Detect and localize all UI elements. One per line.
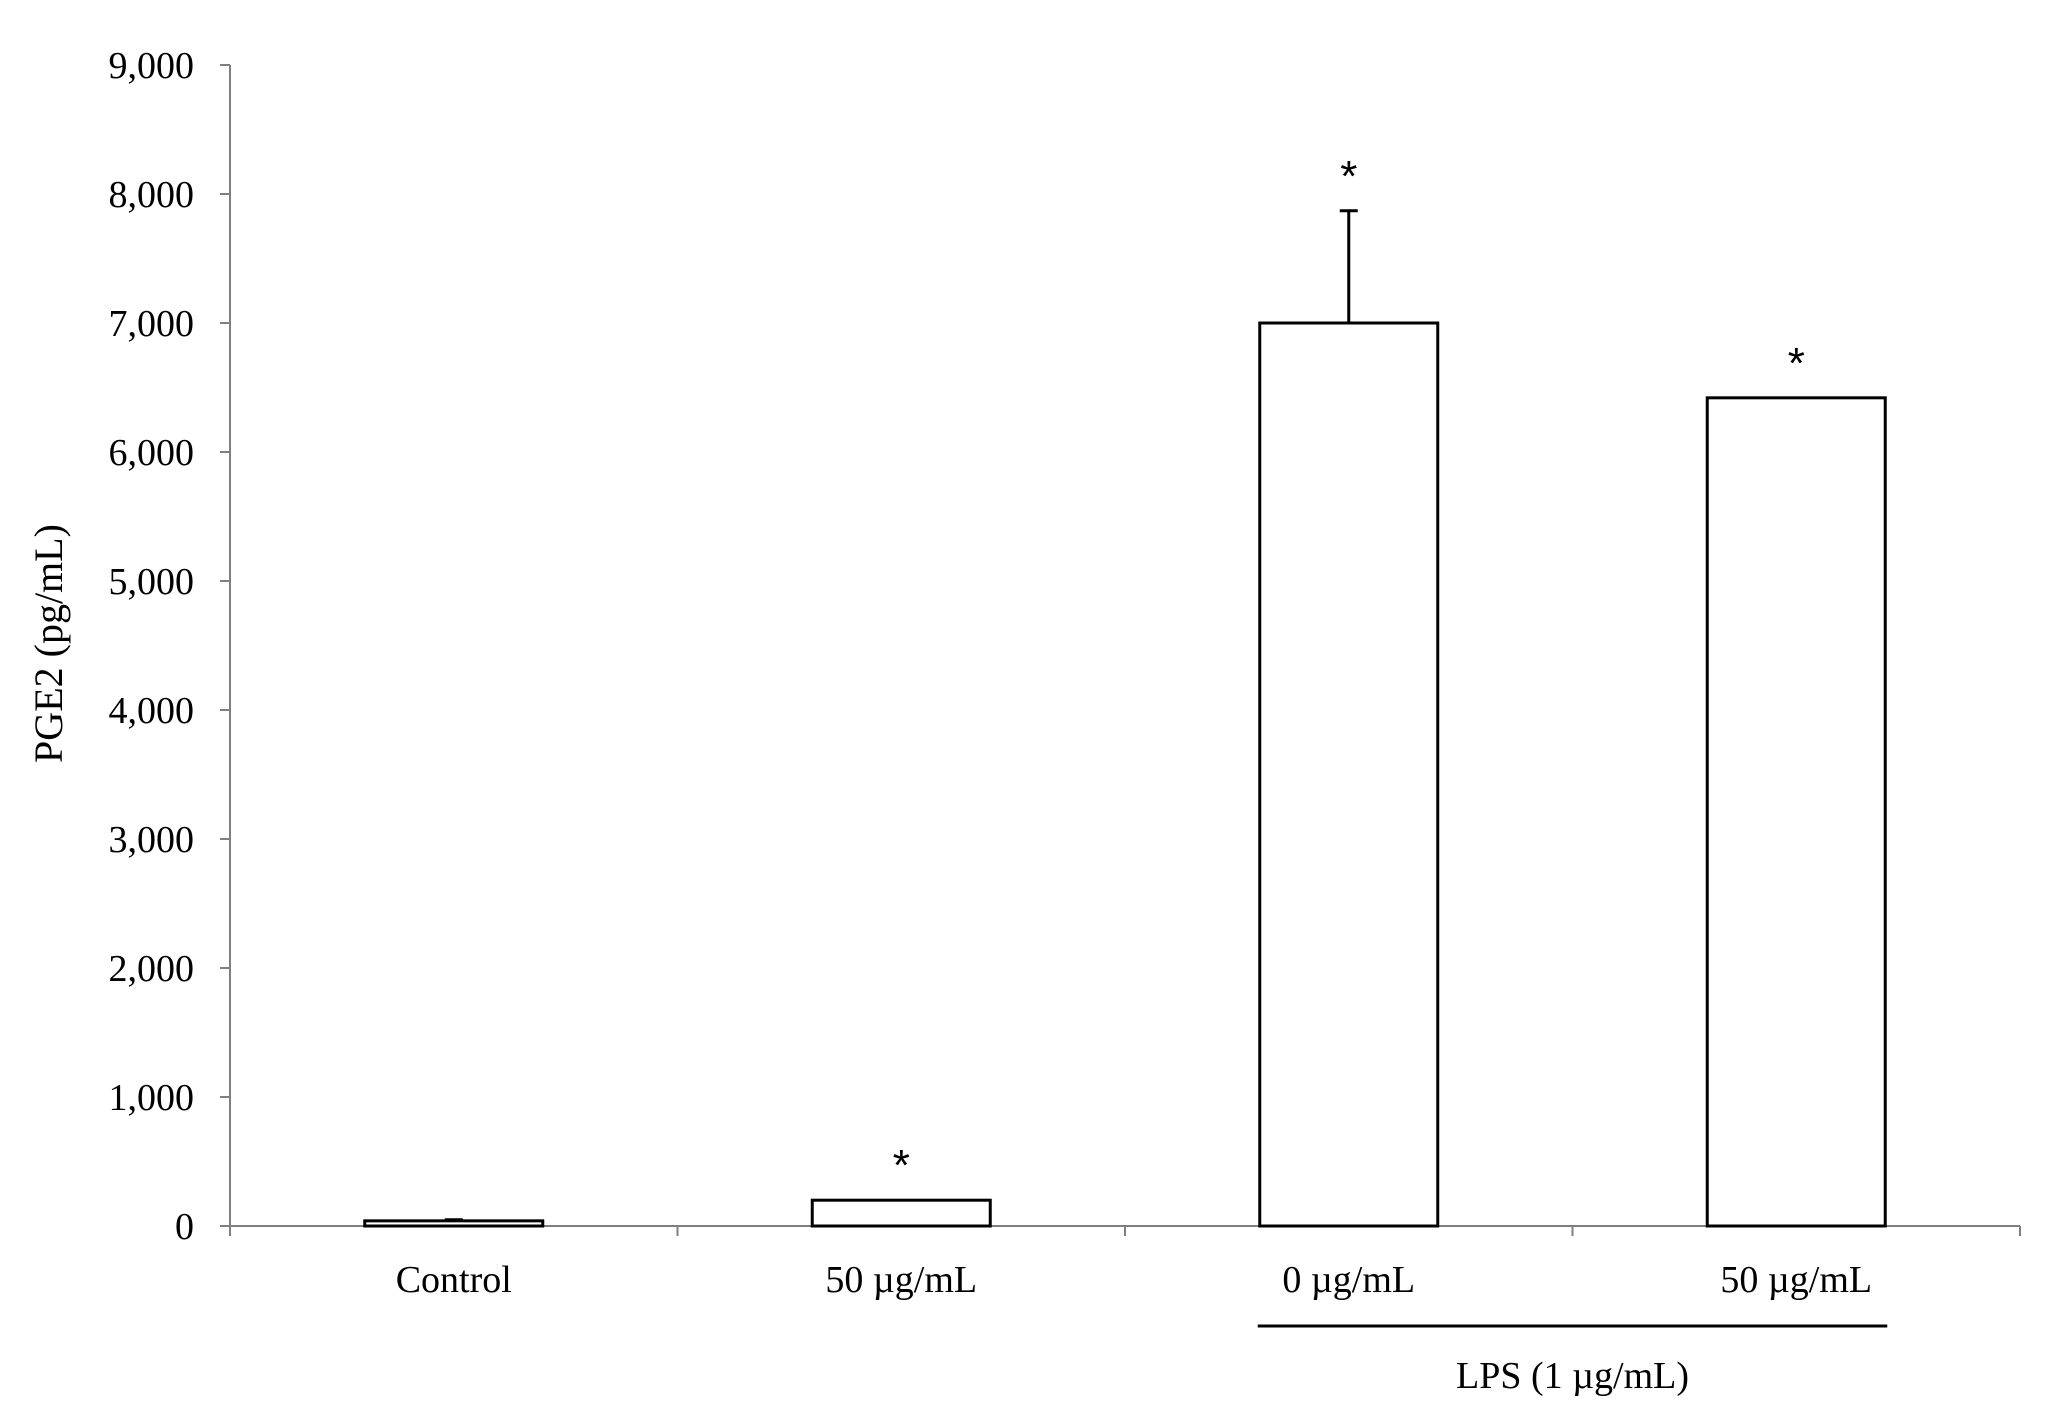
bar (1258, 321, 1440, 1228)
y-tick-label: 5,000 (109, 561, 195, 603)
category-label: 50 µg/mL (825, 1259, 977, 1301)
y-tick-label: 4,000 (109, 690, 195, 732)
bar (810, 1198, 992, 1228)
significance-asterisk: * (1788, 339, 1805, 388)
significance-asterisk: * (1340, 152, 1357, 201)
y-tick-label: 2,000 (109, 948, 195, 990)
y-axis-title: PGE2 (pg/mL) (26, 524, 71, 763)
y-tick-label: 3,000 (109, 819, 195, 861)
bar (363, 1219, 545, 1228)
category-label: 50 µg/mL (1720, 1259, 1872, 1301)
group-bracket-label: LPS (1 µg/mL) (1456, 1355, 1689, 1397)
significance-asterisk: * (893, 1141, 910, 1190)
y-tick-label: 6,000 (109, 432, 195, 474)
group-bracket: LPS (1 µg/mL) (1257, 1324, 1888, 1397)
y-tick-label: 7,000 (109, 303, 195, 345)
y-tick-label: 0 (175, 1206, 194, 1248)
y-axis-title-group: PGE2 (pg/mL) (26, 524, 71, 763)
y-tick-label: 8,000 (109, 174, 195, 216)
significance-marks: * * * (893, 152, 1805, 1190)
y-tick-label: 9,000 (109, 45, 195, 87)
category-label: Control (396, 1259, 512, 1301)
error-bars (444, 209, 1358, 1222)
category-labels: Control 50 µg/mL 0 µg/mL 50 µg/mL (396, 1259, 1872, 1301)
bar (1705, 396, 1887, 1228)
bars (363, 321, 1887, 1228)
y-ticks: 0 1,000 2,000 3,000 4,000 5,000 6,000 7,000 8,00… (109, 45, 230, 1248)
category-label: 0 µg/mL (1282, 1259, 1415, 1301)
y-tick-label: 1,000 (109, 1077, 195, 1119)
